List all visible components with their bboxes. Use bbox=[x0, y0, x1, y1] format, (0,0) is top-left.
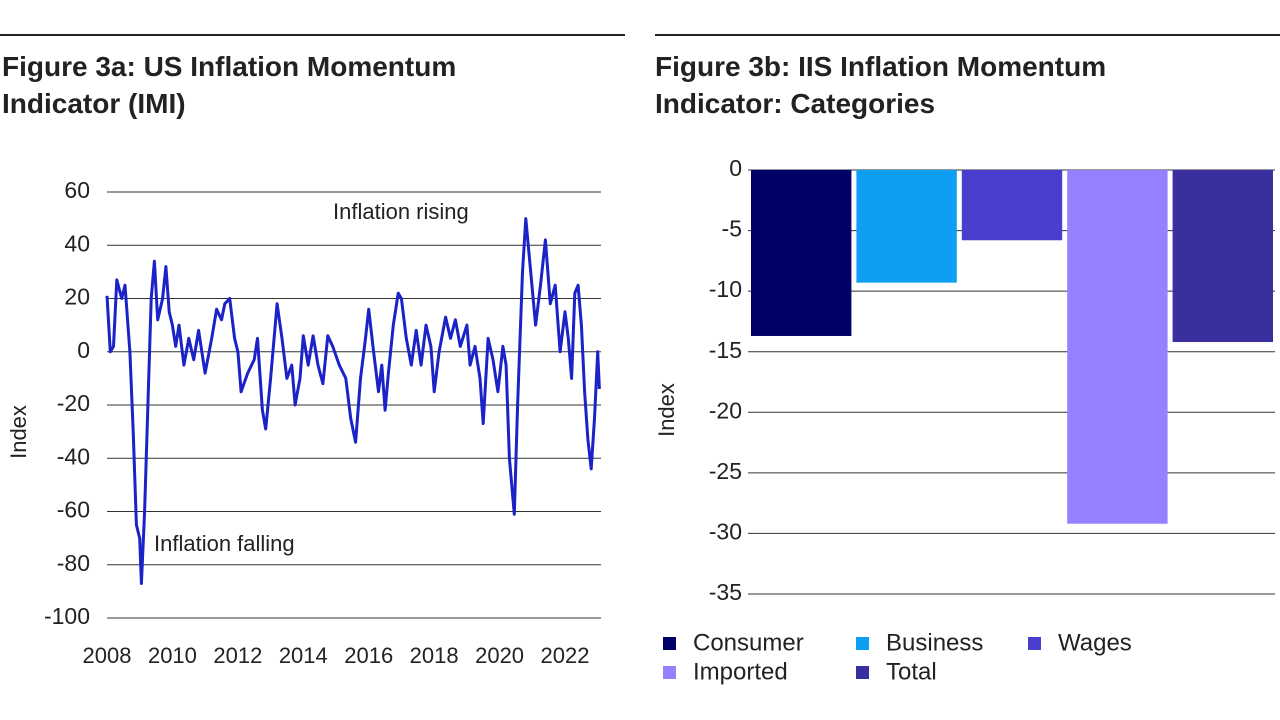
x-tick-label: 2018 bbox=[410, 643, 459, 668]
legend-label: Total bbox=[886, 658, 937, 685]
y-tick-label: -5 bbox=[722, 216, 742, 242]
y-tick-label: 40 bbox=[64, 230, 90, 256]
y-tick-label: -30 bbox=[709, 519, 742, 545]
bar bbox=[961, 170, 1063, 241]
annotation: Inflation rising bbox=[333, 199, 469, 224]
y-tick-label: -80 bbox=[57, 550, 90, 576]
legend-label: Business bbox=[886, 629, 983, 656]
x-tick-label: 2020 bbox=[475, 643, 524, 668]
x-tick-label: 2012 bbox=[213, 643, 262, 668]
chart-title: Figure 3b: IIS Inflation Momentum Indica… bbox=[655, 51, 1107, 119]
legend-swatch bbox=[856, 666, 869, 679]
y-axis-label: Index bbox=[654, 383, 679, 437]
y-tick-label: 60 bbox=[64, 177, 90, 203]
bar bbox=[1172, 170, 1273, 343]
data-line bbox=[105, 217, 601, 585]
legend-swatch bbox=[856, 637, 869, 650]
y-tick-label: -100 bbox=[44, 603, 90, 629]
bar bbox=[751, 170, 852, 336]
y-tick-label: 0 bbox=[729, 155, 742, 181]
bar bbox=[1067, 170, 1168, 524]
y-tick-label: 0 bbox=[77, 337, 90, 363]
legend-swatch bbox=[1028, 637, 1041, 650]
x-tick-label: 2016 bbox=[344, 643, 393, 668]
y-axis-label: Index bbox=[6, 405, 31, 459]
y-tick-label: -10 bbox=[709, 276, 742, 302]
legend-swatch bbox=[663, 666, 676, 679]
legend-label: Imported bbox=[693, 658, 788, 685]
x-tick-label: 2008 bbox=[83, 643, 132, 668]
y-tick-label: -25 bbox=[709, 458, 742, 484]
y-tick-label: -20 bbox=[709, 397, 742, 423]
y-tick-label: -60 bbox=[57, 497, 90, 523]
y-tick-label: -15 bbox=[709, 337, 742, 363]
x-tick-label: 2014 bbox=[279, 643, 328, 668]
y-tick-label: -40 bbox=[57, 443, 90, 469]
y-tick-label: -35 bbox=[709, 579, 742, 605]
y-tick-label: -20 bbox=[57, 390, 90, 416]
legend-label: Wages bbox=[1058, 629, 1132, 656]
legend-swatch bbox=[663, 637, 676, 650]
y-tick-label: 20 bbox=[64, 284, 90, 310]
x-tick-label: 2022 bbox=[541, 643, 590, 668]
legend-label: Consumer bbox=[693, 629, 804, 656]
x-tick-label: 2010 bbox=[148, 643, 197, 668]
annotation: Inflation falling bbox=[154, 531, 295, 556]
chart-title: Figure 3a: US Inflation Momentum Indicat… bbox=[2, 51, 457, 119]
bar bbox=[856, 170, 957, 283]
